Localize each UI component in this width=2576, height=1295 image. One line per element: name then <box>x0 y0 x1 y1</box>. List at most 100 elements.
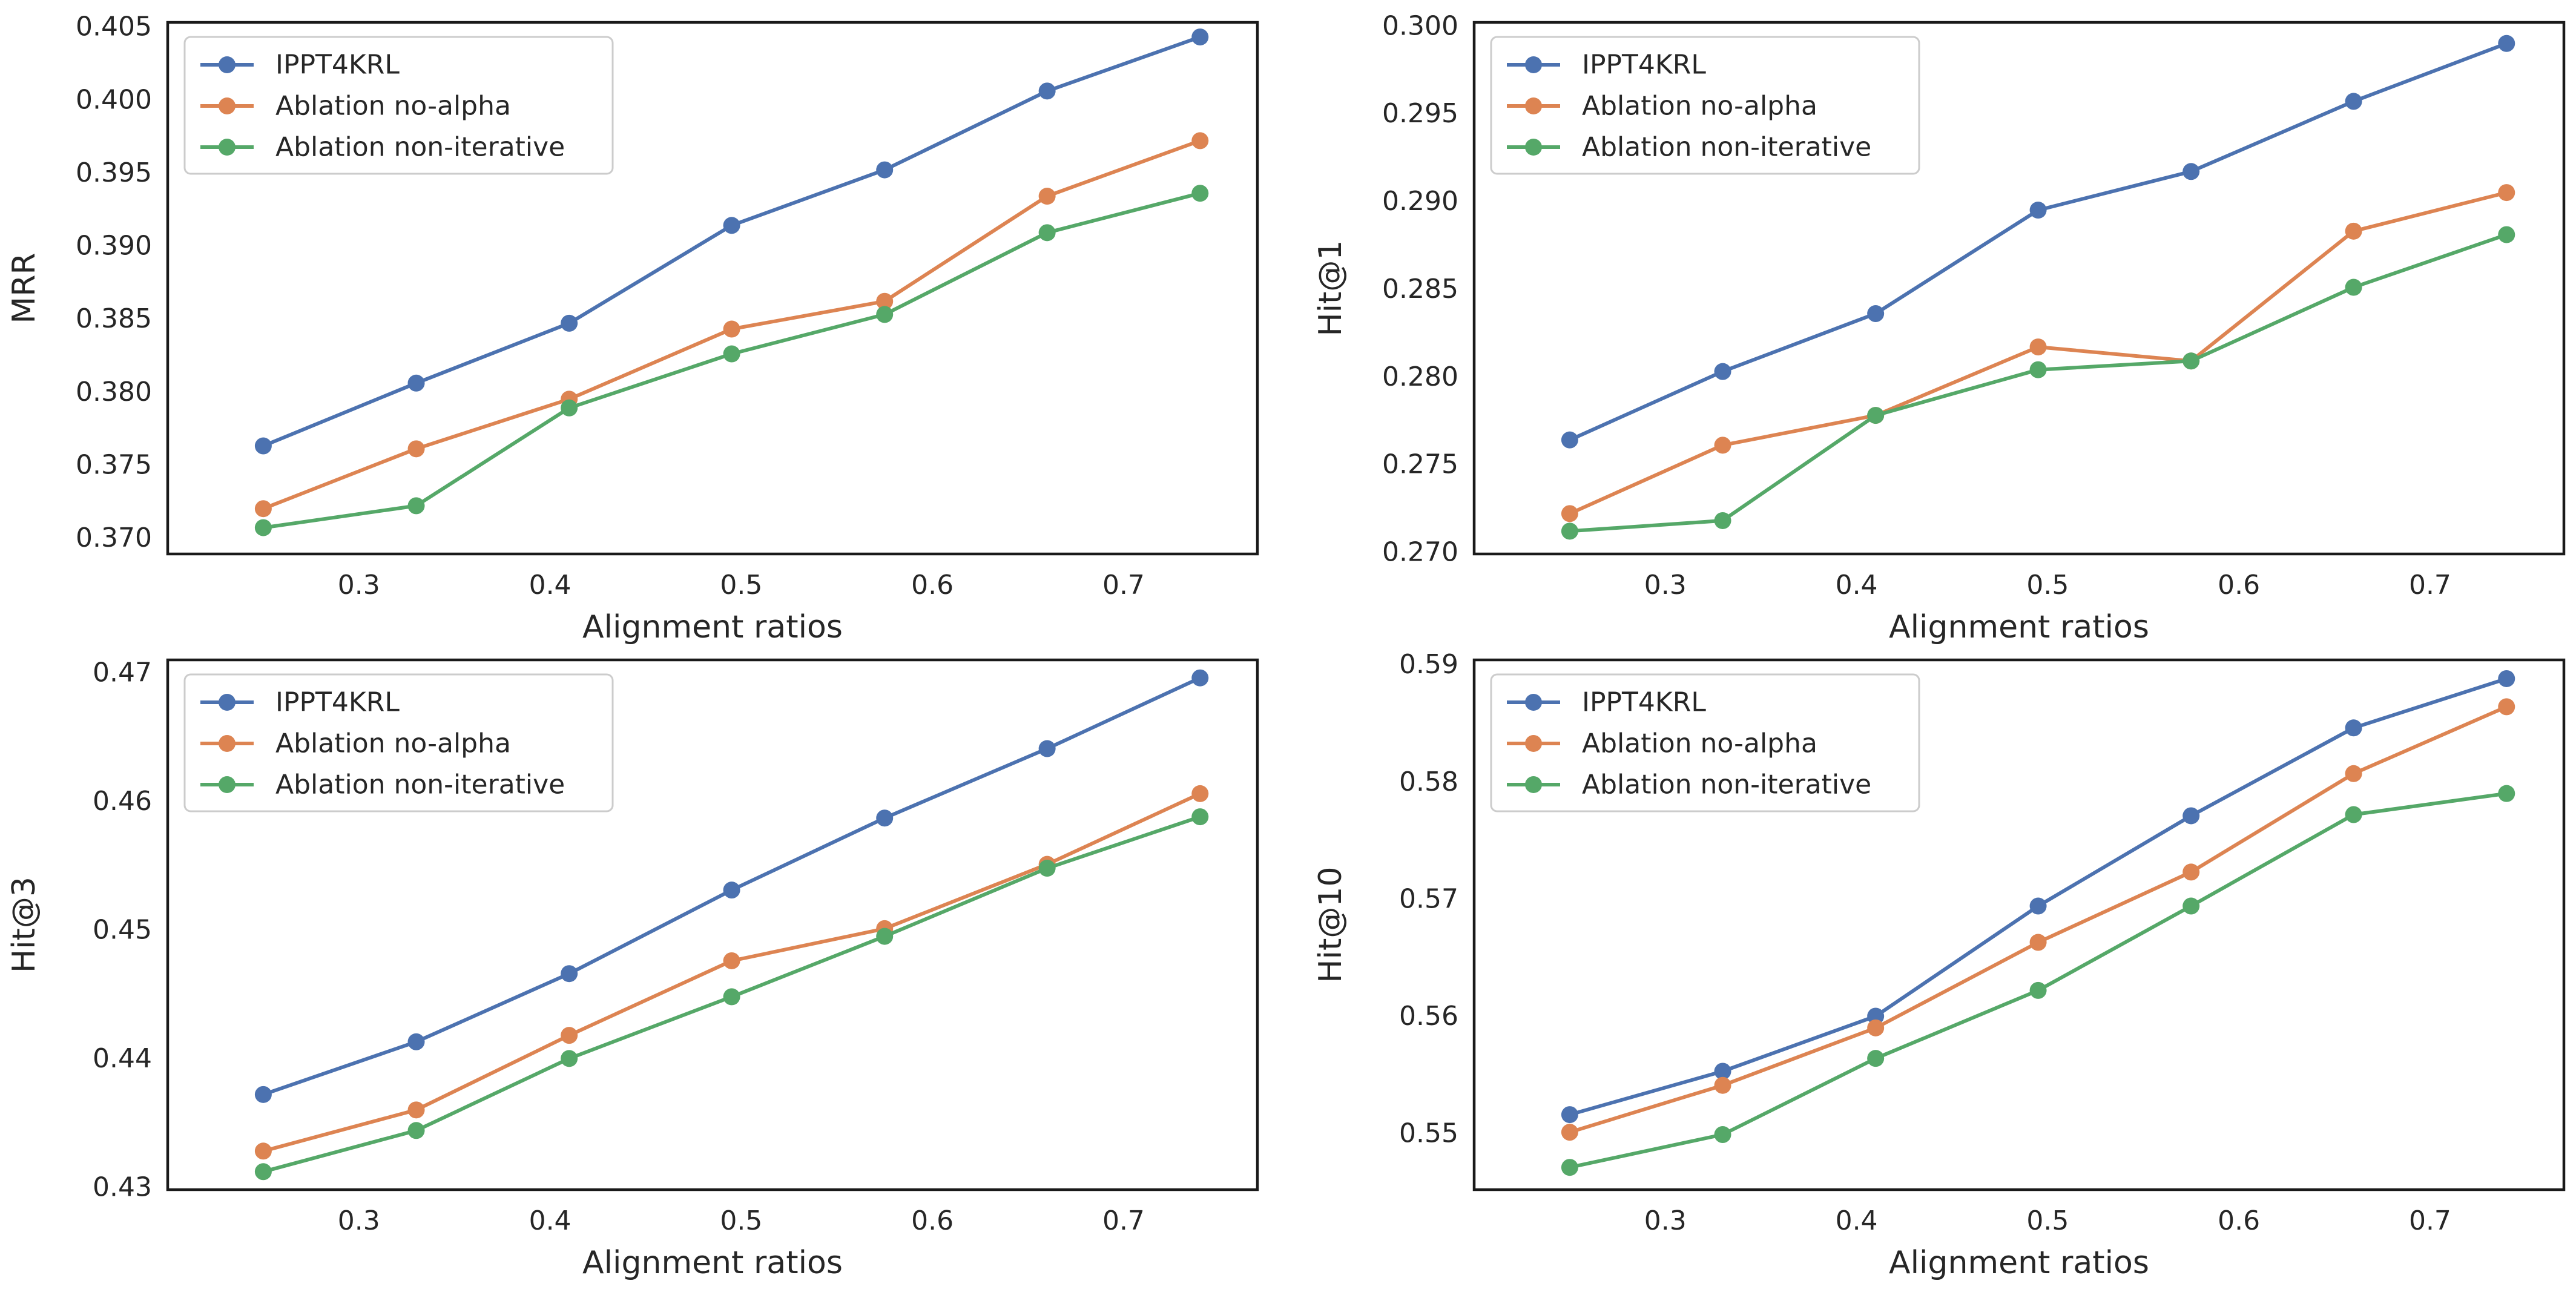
legend-entry: Ablation non-iterative <box>200 132 565 163</box>
data-point <box>2345 765 2362 782</box>
data-point <box>2498 670 2515 687</box>
legend-box <box>183 673 614 812</box>
data-point <box>1561 1159 1578 1176</box>
plot-frame <box>1472 21 2566 556</box>
x-tick-label: 0.6 <box>911 1205 954 1236</box>
x-tick-label: 0.4 <box>529 570 572 601</box>
data-point <box>723 881 740 899</box>
data-point <box>254 1142 272 1160</box>
data-point <box>254 437 272 455</box>
legend-swatch-marker <box>219 97 236 114</box>
data-point <box>407 440 425 458</box>
data-point <box>1191 785 1209 802</box>
x-tick-label: 0.7 <box>1102 1205 1145 1236</box>
legend-entry: IPPT4KRL <box>1507 50 1706 81</box>
legend-swatch-marker <box>1525 139 1542 156</box>
y-tick-label: 0.300 <box>1382 10 1458 41</box>
data-point <box>2498 226 2515 243</box>
plot-frame <box>166 658 1259 1191</box>
legend-entry: IPPT4KRL <box>1507 687 1706 718</box>
legend-label: Ablation non-iterative <box>275 769 565 800</box>
x-axis-label: Alignment ratios <box>1889 1245 2149 1281</box>
data-point <box>876 292 894 310</box>
data-point <box>1038 860 1056 877</box>
y-tick-label: 0.285 <box>1382 274 1458 305</box>
data-point <box>2182 897 2200 915</box>
legend-swatch-marker <box>1525 56 1542 73</box>
data-point <box>2182 352 2200 370</box>
y-axis-label: Hit@10 <box>1313 866 1349 983</box>
x-tick-label: 0.3 <box>1644 570 1687 601</box>
data-point <box>876 161 894 179</box>
x-tick-label: 0.7 <box>2409 570 2451 601</box>
data-point <box>254 1086 272 1103</box>
data-point <box>2182 863 2200 881</box>
data-point <box>1191 669 1209 687</box>
legend-entry: Ablation non-iterative <box>1507 769 1871 800</box>
legend: IPPT4KRL Ablation no-alpha Ablation non-it… <box>1490 36 1920 175</box>
data-point <box>1714 512 1731 529</box>
plot-frame <box>1472 658 2566 1191</box>
data-point <box>561 1027 578 1044</box>
data-point <box>2498 184 2515 202</box>
data-point <box>1038 82 1056 100</box>
legend-swatch-marker <box>219 694 236 711</box>
data-point <box>2029 981 2047 999</box>
data-point <box>723 217 740 234</box>
series-ablation-non-iterative <box>254 808 1209 1181</box>
y-tick-label: 0.280 <box>1382 361 1458 392</box>
x-tick-label: 0.7 <box>1102 570 1145 601</box>
legend: IPPT4KRL Ablation no-alpha Ablation non-it… <box>1490 673 1920 812</box>
x-axis-label: Alignment ratios <box>582 1245 843 1281</box>
y-tick-label: 0.270 <box>1382 537 1458 568</box>
x-tick-label: 0.5 <box>720 1205 762 1236</box>
series-ippt4krl <box>1561 670 2515 1124</box>
data-point <box>1714 437 1731 454</box>
y-tick-label: 0.390 <box>76 231 152 262</box>
data-point <box>561 314 578 332</box>
y-axis-label: Hit@1 <box>1313 240 1349 336</box>
legend: IPPT4KRL Ablation no-alpha Ablation non-it… <box>183 36 614 175</box>
y-axis-label: MRR <box>6 252 42 323</box>
data-point <box>2029 897 2047 915</box>
legend-label: IPPT4KRL <box>1582 50 1706 81</box>
data-point <box>2029 202 2047 219</box>
legend-label: Ablation no-alpha <box>275 728 511 759</box>
x-tick-label: 0.4 <box>1836 1205 1878 1236</box>
legend-label: IPPT4KRL <box>275 687 400 718</box>
y-tick-label: 0.56 <box>1399 1001 1458 1032</box>
series-ippt4krl <box>1561 35 2515 449</box>
x-tick-label: 0.7 <box>2409 1205 2451 1236</box>
y-tick-label: 0.58 <box>1399 766 1458 797</box>
x-tick-label: 0.3 <box>1644 1205 1687 1236</box>
data-point <box>1191 28 1209 46</box>
data-point <box>876 306 894 323</box>
y-tick-label: 0.405 <box>76 12 152 42</box>
data-point <box>2029 934 2047 951</box>
data-point <box>407 1122 425 1139</box>
x-tick-label: 0.6 <box>911 570 954 601</box>
data-point <box>2029 338 2047 356</box>
data-point <box>723 988 740 1006</box>
y-tick-label: 0.45 <box>93 914 152 945</box>
x-axis-label: Alignment ratios <box>1889 609 2149 645</box>
y-tick-label: 0.47 <box>93 657 152 688</box>
legend-label: Ablation non-iterative <box>1582 132 1871 163</box>
legend-entry: Ablation no-alpha <box>1507 728 1817 759</box>
data-point <box>876 809 894 827</box>
data-point <box>1867 1050 1885 1067</box>
data-point <box>254 500 272 518</box>
series-ippt4krl <box>254 28 1209 455</box>
data-point <box>2182 163 2200 180</box>
y-tick-label: 0.375 <box>76 449 152 480</box>
y-tick-label: 0.43 <box>93 1171 152 1202</box>
data-point <box>723 320 740 338</box>
y-tick-label: 0.395 <box>76 157 152 188</box>
x-tick-label: 0.4 <box>1836 570 1878 601</box>
legend-label: Ablation non-iterative <box>275 132 565 163</box>
y-axis-label: Hit@3 <box>6 877 42 973</box>
x-tick-label: 0.4 <box>529 1205 572 1236</box>
data-point <box>1038 740 1056 757</box>
legend-label: Ablation no-alpha <box>1582 728 1817 759</box>
